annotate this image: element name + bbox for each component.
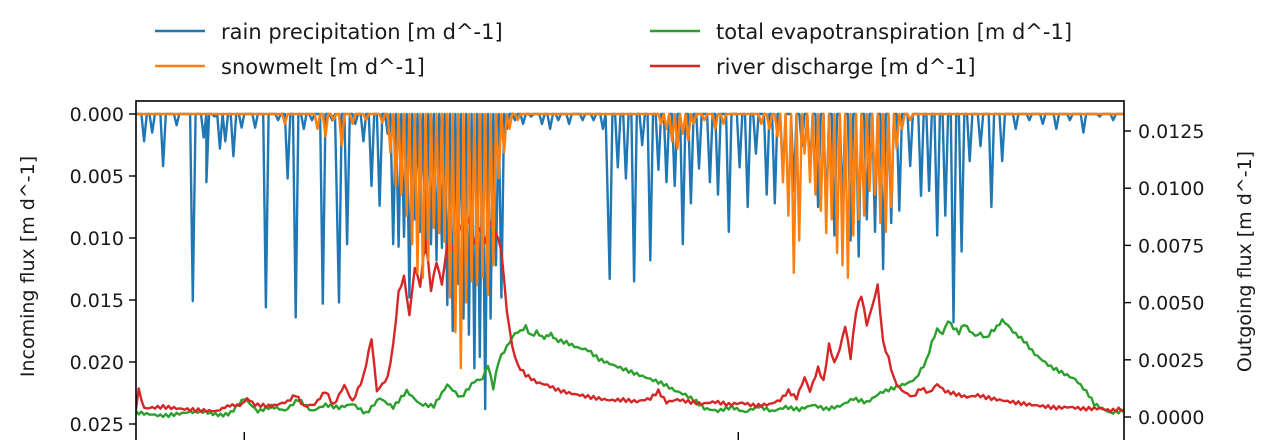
right-tick-label: 0.0125 [1138,121,1204,143]
right-tick-label: 0.0025 [1138,350,1204,372]
legend-label-river: river discharge [m d^-1] [716,55,976,79]
left-tick-label: 0.000 [70,104,124,126]
legend-label-rain: rain precipitation [m d^-1] [221,20,503,44]
left-tick-label: 0.015 [70,290,124,312]
series-line-river-discharge-m-d-1 [136,218,1124,412]
left-axis-ticks: 0.000 0.005 0.010 0.015 0.020 0.025 [70,104,136,436]
legend: rain precipitation [m d^-1] total evapotr… [155,20,1072,79]
series-line-snowmelt-m-d-1 [136,114,1124,368]
right-axis-title-group: Outgoing flux [m d^-1] [1234,151,1256,372]
series-line-rain-precipitation-m-d-1 [136,114,1124,409]
legend-label-snow: snowmelt [m d^-1] [221,55,425,79]
right-tick-label: 0.0050 [1138,293,1204,315]
left-axis-title: Incoming flux [m d^-1] [17,156,39,377]
series-layer [136,114,1124,417]
left-tick-label: 0.025 [70,414,124,436]
right-axis-title: Outgoing flux [m d^-1] [1234,151,1256,372]
right-tick-label: 0.0100 [1138,178,1204,200]
left-tick-label: 0.010 [70,228,124,250]
left-tick-label: 0.005 [70,166,124,188]
legend-label-evap: total evapotranspiration [m d^-1] [716,20,1072,44]
plot-frame [136,101,1124,440]
bottom-axis-ticks [244,432,738,440]
right-axis-ticks: 0.0000 0.0025 0.0050 0.0075 0.0100 0.0125 [1124,121,1204,429]
left-tick-label: 0.020 [70,352,124,374]
right-tick-label: 0.0075 [1138,235,1204,257]
left-axis-title-group: Incoming flux [m d^-1] [17,156,39,377]
right-tick-label: 0.0000 [1138,407,1204,429]
